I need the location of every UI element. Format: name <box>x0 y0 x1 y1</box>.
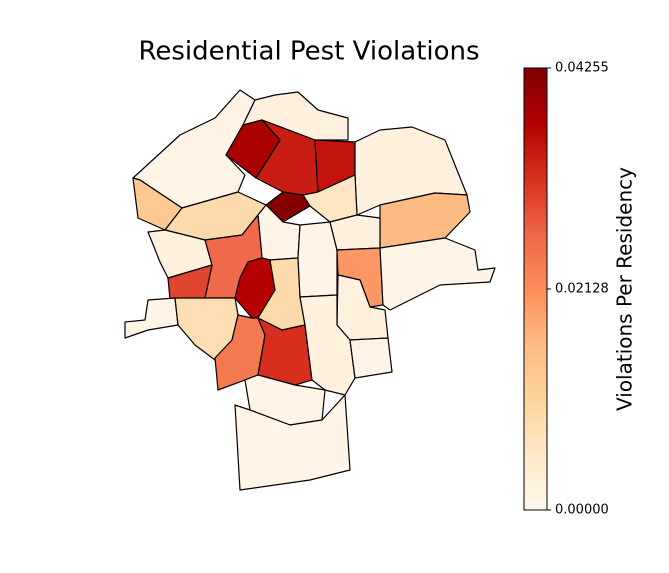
region <box>379 237 496 311</box>
region <box>329 214 381 251</box>
colorbar <box>523 67 548 511</box>
regions <box>124 89 496 491</box>
region <box>297 221 338 298</box>
chart-title: Residential Pest Violations <box>138 37 479 67</box>
colorbar-tick-label: 0.04255 <box>555 61 609 76</box>
region <box>124 297 179 339</box>
colorbar-tick-label: 0.00000 <box>555 503 609 518</box>
region <box>299 294 356 396</box>
colorbar-tick-label: 0.02128 <box>555 281 609 296</box>
region <box>234 394 351 491</box>
colorbar-label: Violations Per Residency <box>613 167 637 411</box>
region <box>265 191 311 223</box>
region <box>257 317 313 386</box>
region <box>349 337 393 379</box>
